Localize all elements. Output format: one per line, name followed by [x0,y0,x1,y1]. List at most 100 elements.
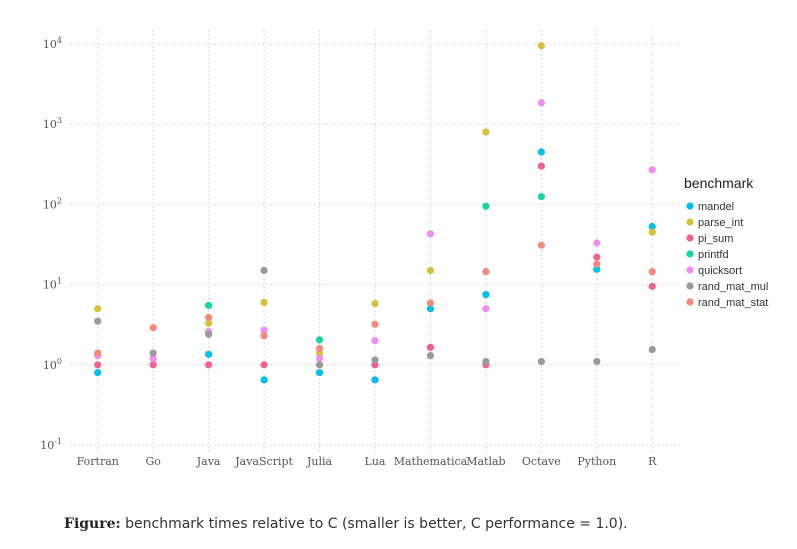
point-parse-int [648,228,656,236]
point-pi-sum [426,343,435,351]
point-mandel [315,368,324,377]
point-quicksort [371,337,379,345]
point-quicksort [149,354,157,363]
y-tick-label: 102 [43,196,62,211]
y-tick-label: 101 [43,277,62,292]
point-rand-mat-stat [315,344,324,353]
point-rand-mat-stat [260,332,268,340]
point-mandel [205,350,213,358]
caption-label: Figure: [64,516,121,532]
y-tick-label: 100 [43,357,62,372]
point-printfd [205,301,213,310]
point-rand-mat-stat [593,260,601,268]
point-parse-int [482,128,490,136]
point-mandel [371,376,379,384]
legend-label: parse_int [698,217,743,229]
x-tick-label: Lua [365,455,386,468]
point-mandel [537,148,545,156]
legend-key-quicksort [686,266,694,274]
point-pi-sum [260,361,268,369]
point-rand-mat-mul [537,357,545,366]
point-rand-mat-stat [205,313,213,321]
x-axis: Fortran Go Java JavaScript Julia Lua Mathemati… [77,455,658,468]
point-quicksort [593,239,601,247]
legend-key-printfd [686,250,694,258]
point-parse-int [205,319,213,327]
point-pi-sum [149,361,157,369]
y-tick-label: 10-1 [40,437,62,452]
point-rand-mat-mul [315,361,324,369]
point-pi-sum [94,361,102,369]
point-printfd [315,336,324,344]
point-printfd [537,193,545,201]
x-tick-label: Java [196,455,221,468]
point-rand-mat-stat [648,268,656,276]
point-rand-mat-mul [482,357,490,366]
point-mandel [593,265,601,273]
legend-label: rand_mat_stat [698,297,768,309]
caption-text: benchmark times relative to C (smaller i… [120,516,628,532]
x-tick-label: R [648,455,657,468]
x-tick-label: Fortran [77,455,119,468]
point-rand-mat-stat [482,268,490,276]
point-rand-mat-mul [260,266,268,275]
point-rand-mat-stat [94,349,102,357]
point-pi-sum [205,361,213,369]
point-parse-int [94,305,102,313]
point-printfd [482,202,490,210]
point-quicksort [426,230,435,238]
x-tick-label: Mathematica [394,455,468,468]
legend-key-rand-mat-stat [686,298,694,306]
point-quicksort [482,305,490,313]
benchmark-chart: 10-1 100 101 102 103 104 Fortran Go Java JavaScr… [40,30,768,468]
point-parse-int [260,298,268,306]
point-rand-mat-mul [371,356,379,364]
x-tick-label: Python [577,455,616,468]
point-parse-int [426,266,435,275]
x-tick-label: JavaScript [234,455,293,468]
y-tick-label: 103 [43,116,62,131]
point-pi-sum [537,162,545,170]
data-points [94,42,656,384]
point-quicksort [260,326,268,334]
point-mandel [94,368,102,377]
point-rand-mat-mul [593,357,601,366]
legend-key-rand-mat-mul [686,282,694,290]
point-rand-mat-stat [149,324,157,332]
point-pi-sum [648,282,656,290]
point-mandel [260,376,268,384]
y-axis: 10-1 100 101 102 103 104 [40,36,62,452]
point-rand-mat-stat [371,320,379,328]
y-tick-label: 104 [43,36,62,51]
point-parse-int [537,42,545,50]
point-rand-mat-mul [426,352,435,360]
legend-label: quicksort [698,265,742,277]
point-rand-mat-stat [537,241,545,249]
legend-key-mandel [686,202,694,210]
point-mandel [426,305,435,313]
legend-label: pi_sum [698,233,733,245]
x-tick-label: Octave [522,455,561,468]
point-parse-int [371,299,379,308]
legend-label: mandel [698,201,734,213]
legend-label: rand_mat_mul [698,281,768,293]
point-mandel [648,222,656,231]
point-mandel [482,291,490,299]
point-rand-mat-mul [149,349,157,357]
point-rand-mat-mul [205,330,213,338]
legend-key-parse-int [686,218,694,226]
legend-label: printfd [698,249,729,261]
x-tick-label: Matlab [466,455,505,468]
point-quicksort [315,354,324,363]
point-quicksort [648,166,656,174]
point-rand-mat-mul [94,317,102,325]
point-quicksort [537,99,545,107]
figure-caption: Figure: benchmark times relative to C (s… [64,516,628,532]
legend-title: benchmark [684,175,754,191]
grid-lines [70,30,680,452]
point-rand-mat-mul [648,345,656,354]
legend-key-pi-sum [686,234,694,242]
point-rand-mat-stat [426,299,435,307]
x-tick-label: Go [145,455,161,468]
